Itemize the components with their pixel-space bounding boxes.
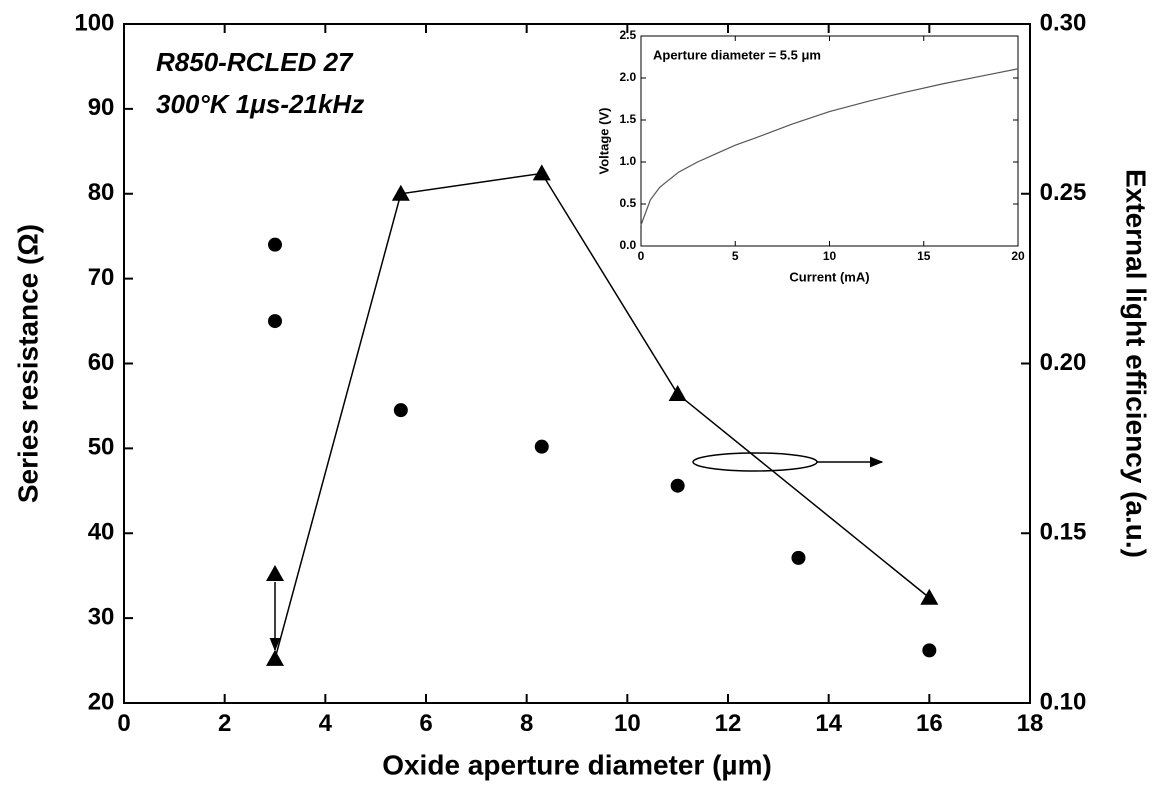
- y-tick-label: 60: [88, 349, 115, 376]
- x-tick-label: 10: [823, 249, 837, 263]
- x-tick-label: 8: [520, 710, 533, 737]
- y-axis-label: Series resistance (Ω): [12, 224, 43, 503]
- main-chart: 0 2 4 6 8 10 12 14 16 1820304050607080901000.100.…: [12, 9, 1151, 780]
- inset-title: Aperture diameter = 5.5 μm: [653, 47, 821, 62]
- y-tick-label: 1.0: [620, 154, 637, 168]
- x-axis-label: Oxide aperture diameter (µm): [382, 749, 772, 780]
- y-tick-label: 20: [88, 688, 115, 715]
- y-tick-label: 1.5: [620, 112, 637, 126]
- x-tick-label: 6: [419, 710, 432, 737]
- y-tick-label: 30: [88, 603, 115, 630]
- data-point: [393, 403, 408, 418]
- y-tick-label: 90: [88, 94, 115, 121]
- series-line: [640, 68, 1019, 226]
- y-tick-label: 2.5: [620, 28, 637, 42]
- x-tick-label: 0: [117, 710, 130, 737]
- y-tick-label: 50: [88, 434, 115, 461]
- data-point: [668, 385, 687, 402]
- x-axis-label: Current (mA): [789, 269, 869, 284]
- data-point: [266, 649, 284, 666]
- data-point: [534, 439, 549, 454]
- y2-axis-label: External light efficiency (a.u.): [1121, 169, 1152, 558]
- y2-tick-label: 0.30: [1040, 9, 1087, 36]
- annotation: R850-RCLED 27: [156, 47, 354, 77]
- inset-chart: 0 5 10 15 20 0.0 0.5 1.0 1.5 2.0 2.5 Aperture diame…: [596, 28, 1025, 284]
- y2-tick-label: 0.10: [1040, 688, 1087, 715]
- x-tick-label: 5: [732, 249, 739, 263]
- y2-tick-label: 0.15: [1040, 519, 1087, 546]
- y2-tick-label: 0.20: [1040, 349, 1087, 376]
- y-tick-label: 70: [88, 264, 115, 291]
- data-point: [266, 564, 284, 581]
- y-tick-label: 0.5: [620, 196, 637, 210]
- y-tick-label: 80: [88, 179, 115, 206]
- data-point: [532, 164, 551, 181]
- data-point: [791, 550, 806, 565]
- x-tick-label: 18: [1017, 710, 1044, 737]
- x-tick-label: 16: [916, 710, 943, 737]
- x-tick-label: 4: [319, 710, 333, 737]
- x-tick-label: 10: [614, 710, 641, 737]
- y2-tick-label: 0.25: [1040, 179, 1087, 206]
- data-point: [268, 314, 282, 329]
- y-tick-label: 100: [74, 9, 114, 36]
- data-point: [670, 478, 685, 493]
- x-tick-label: 2: [218, 710, 231, 737]
- x-tick-label: 20: [1011, 249, 1025, 263]
- annotation: 300°K 1μs-21kHz: [156, 89, 364, 119]
- data-point: [268, 237, 282, 252]
- data-point: [391, 184, 410, 201]
- inset-background: [641, 36, 1018, 246]
- y-tick-label: 40: [88, 519, 115, 546]
- y-axis-label: Voltage (V): [596, 108, 611, 175]
- data-point: [920, 588, 939, 605]
- x-tick-label: 12: [715, 710, 742, 737]
- x-tick-label: 14: [815, 710, 842, 737]
- y-tick-label: 0.0: [620, 238, 637, 252]
- data-point: [922, 643, 937, 658]
- y-tick-label: 2.0: [620, 70, 637, 84]
- x-tick-label: 0: [638, 249, 645, 263]
- x-tick-label: 15: [917, 249, 931, 263]
